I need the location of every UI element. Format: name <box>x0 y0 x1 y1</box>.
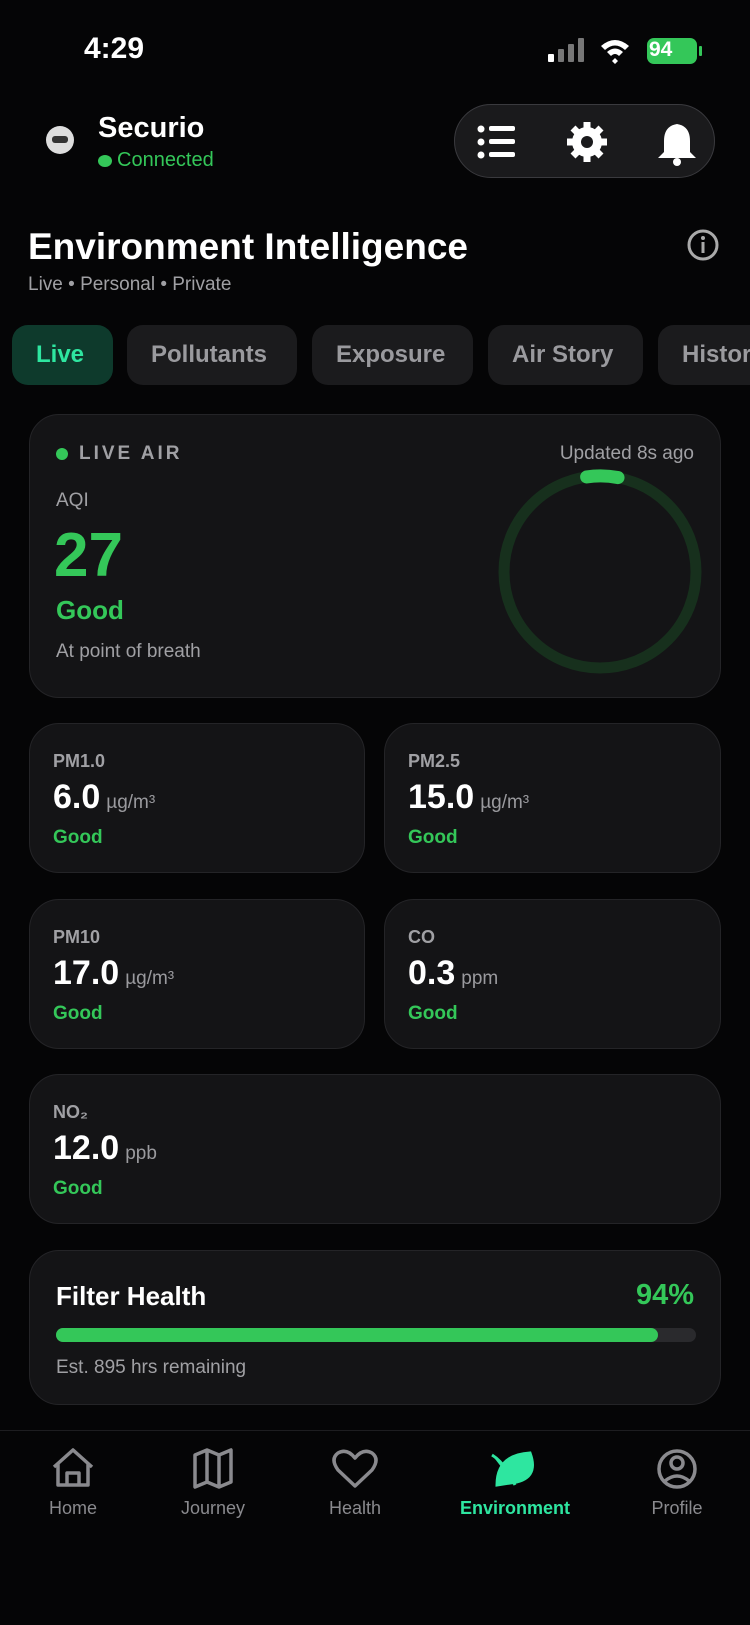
metric-row: 17.0 µg/m³ <box>53 954 174 993</box>
filter-card: Filter Health 94% Est. 895 hrs remaining <box>29 1250 721 1405</box>
tab[interactable]: Pollutants <box>127 325 297 385</box>
nav-divider <box>0 1430 750 1431</box>
metric-name: NO₂ <box>53 1102 88 1122</box>
metric-rating: Good <box>53 827 103 848</box>
tab[interactable]: History <box>658 325 750 385</box>
toolbar <box>454 104 715 178</box>
nav-item[interactable]: Home <box>48 1498 97 1518</box>
metric-rating: Good <box>53 1003 103 1024</box>
live-dot <box>56 448 68 460</box>
time: 4:29 <box>84 32 145 65</box>
metric-card: PM10 17.0 µg/m³ Good <box>29 899 365 1049</box>
nav-item[interactable]: Journey <box>180 1498 246 1518</box>
nav-item[interactable]: Health <box>328 1498 382 1518</box>
metric-unit: ppm <box>461 968 499 989</box>
filter-percent: 94% <box>635 1279 694 1311</box>
metric-value: 0.3 <box>408 954 456 992</box>
page-title: Environment Intelligence <box>28 226 468 267</box>
live-card: LIVE AIR Updated 8s ago AQI 27 Good At p… <box>29 414 721 698</box>
metric-unit: ppb <box>125 1143 157 1164</box>
metric-unit: µg/m³ <box>125 968 175 989</box>
aqi-label: AQI <box>56 490 89 511</box>
aqi-note: At point of breath <box>56 641 201 662</box>
tab[interactable]: Live <box>12 325 113 385</box>
aqi-value: 27 <box>54 521 123 590</box>
tab[interactable]: Air Story <box>488 325 643 385</box>
filter-note: Est. 895 hrs remaining <box>56 1357 247 1378</box>
metric-name: CO <box>408 927 435 947</box>
toolbar-icons[interactable] <box>455 105 716 179</box>
status-dot <box>98 155 112 167</box>
metric-value: 12.0 <box>53 1129 120 1167</box>
metric-row: 0.3 ppm <box>408 954 498 993</box>
metric-value: 17.0 <box>53 954 120 992</box>
nav-icons <box>52 1448 697 1489</box>
live-label: LIVE AIR <box>79 443 183 464</box>
avatar <box>46 126 74 154</box>
metric-unit: µg/m³ <box>106 792 156 813</box>
tab[interactable]: Exposure <box>312 325 473 385</box>
aqi-rating: Good <box>56 595 124 625</box>
metric-unit: µg/m³ <box>480 792 530 813</box>
metric-card: PM2.5 15.0 µg/m³ Good <box>384 723 721 873</box>
metric-value: 15.0 <box>408 778 475 816</box>
connection-status: Connected <box>117 149 214 171</box>
metric-rating: Good <box>53 1178 103 1199</box>
metric-row: 12.0 ppb <box>53 1129 157 1168</box>
battery: 94 <box>649 38 673 61</box>
updated: Updated 8s ago <box>559 443 694 464</box>
filter-title: Filter Health <box>56 1281 207 1311</box>
metric-card: PM1.0 6.0 µg/m³ Good <box>29 723 365 873</box>
status-icons <box>548 38 702 64</box>
aqi-ring <box>498 469 702 674</box>
metric-rating: Good <box>408 1003 458 1024</box>
metric-row: 6.0 µg/m³ <box>53 778 155 817</box>
info-icon[interactable] <box>685 227 721 263</box>
metric-card: NO₂ 12.0 ppb Good <box>29 1074 721 1224</box>
metric-value: 6.0 <box>53 778 101 816</box>
page-subtitle: Live • Personal • Private <box>28 274 232 295</box>
nav-item[interactable]: Profile <box>651 1498 703 1518</box>
filter-bar <box>56 1328 658 1342</box>
metric-name: PM10 <box>53 927 101 947</box>
metric-name: PM1.0 <box>53 751 106 771</box>
metric-rating: Good <box>408 827 458 848</box>
app-name: Securio <box>98 112 205 144</box>
metric-card: CO 0.3 ppm Good <box>384 899 721 1049</box>
metric-name: PM2.5 <box>408 751 461 771</box>
metric-row: 15.0 µg/m³ <box>408 778 529 817</box>
nav-item[interactable]: Environment <box>459 1498 570 1518</box>
filter-track <box>56 1328 696 1342</box>
